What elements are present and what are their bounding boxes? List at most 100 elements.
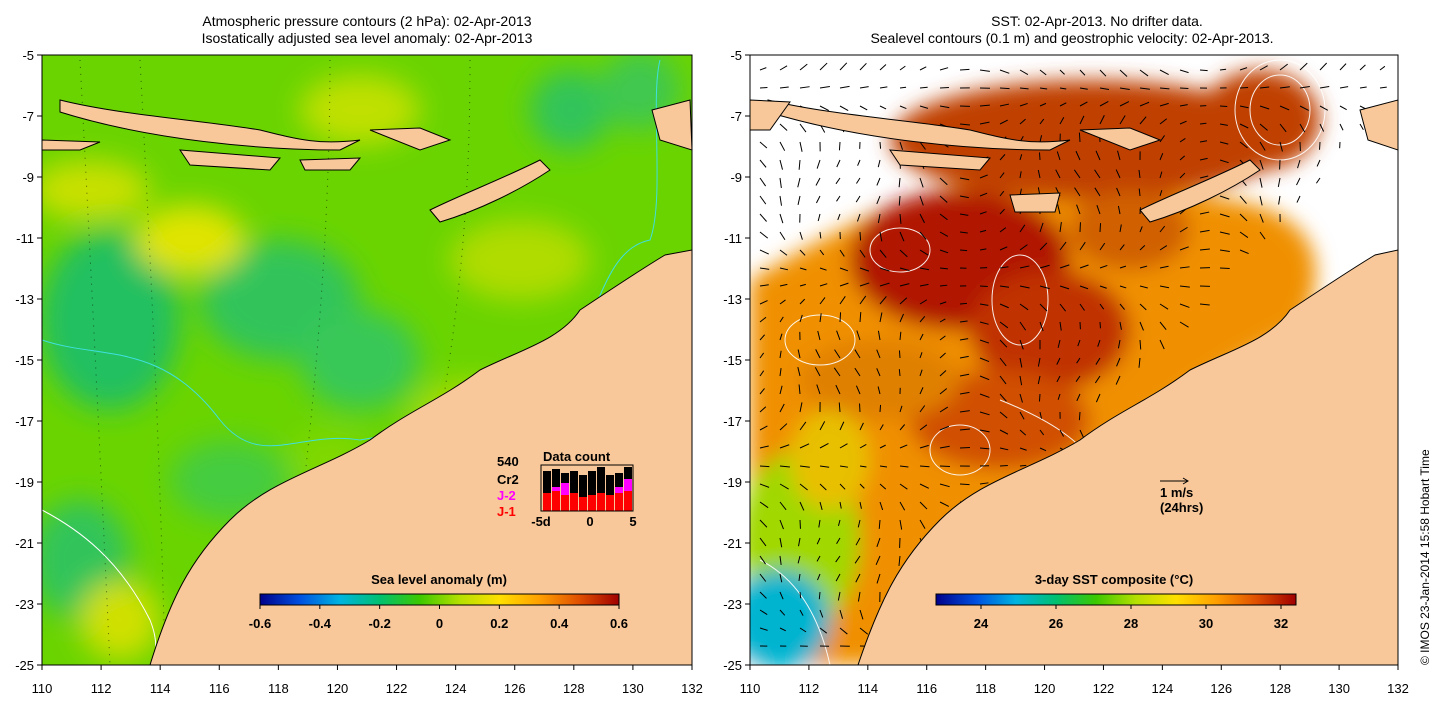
velocity-vector — [1039, 152, 1040, 160]
right-x-tick-label: 118 — [975, 681, 996, 696]
data-count-bar-j1 — [579, 497, 587, 511]
left-x-tick-label: 128 — [563, 681, 585, 696]
right-y-tick-label: -5 — [730, 48, 742, 63]
left-y-tick-label: -9 — [22, 170, 34, 185]
data-count-bar-j1 — [561, 495, 569, 511]
sst-colorbar-label: 3-day SST composite (°C) — [1035, 572, 1193, 587]
left-x-tick-label: 122 — [386, 681, 408, 696]
velocity-vector — [1220, 268, 1230, 269]
data-count-bar-j2 — [624, 479, 632, 491]
data-count-bar-j1 — [615, 493, 623, 511]
left-x-tick-label: 114 — [150, 681, 171, 696]
sst-colorbar-tick-label: 28 — [1124, 616, 1138, 631]
velocity-vector — [860, 232, 861, 240]
right-x-tick-label: 116 — [916, 681, 937, 696]
velocity-vector — [800, 592, 801, 598]
right-y-ticks: -5-7-9-11-13-15-17-19-21-23-25 — [723, 48, 750, 673]
sst-colorbar-tick-label: 30 — [1199, 616, 1213, 631]
sla-colorbar-tick-label: 0.4 — [550, 616, 569, 631]
left-x-tick-label: 120 — [327, 681, 349, 696]
velocity-vector — [960, 69, 969, 70]
velocity-vector — [960, 303, 967, 304]
vector-scale-duration: (24hrs) — [1160, 500, 1203, 515]
data-count-bar-j1 — [624, 491, 632, 511]
sst-colorbar — [936, 594, 1296, 605]
left-y-tick-label: -5 — [22, 48, 34, 63]
right-x-tick-label: 120 — [1034, 681, 1056, 696]
data-count-bar-j1 — [543, 493, 551, 511]
left-x-tick-label: 130 — [622, 681, 644, 696]
data-count-bar-j1 — [597, 493, 605, 511]
left-y-tick-label: -19 — [15, 475, 34, 490]
data-count-sat1-label: Cr2 — [497, 472, 519, 487]
data-count-title: Data count — [543, 449, 611, 464]
velocity-vector — [1079, 412, 1080, 420]
velocity-vector — [960, 484, 970, 485]
sla-colorbar — [260, 594, 619, 605]
right-x-tick-label: 122 — [1093, 681, 1115, 696]
right-title-line1: SST: 02-Apr-2013. No drifter data. — [991, 13, 1203, 29]
left-y-tick-label: -23 — [15, 597, 34, 612]
sla-colorbar-tick-label: -0.6 — [249, 616, 271, 631]
left-y-tick-label: -7 — [22, 109, 34, 124]
right-y-tick-label: -25 — [723, 658, 742, 673]
velocity-vector — [880, 142, 881, 149]
left-title-line1: Atmospheric pressure contours (2 hPa): 0… — [202, 13, 531, 29]
data-count-sat3-label: J-1 — [497, 504, 516, 519]
velocity-vector — [840, 312, 841, 322]
sla-colorbar-tick-label: 0.6 — [610, 616, 628, 631]
sla-colorbar-label: Sea level anomaly (m) — [371, 572, 507, 587]
sla-colorbar-tick-label: -0.2 — [368, 616, 390, 631]
velocity-vector — [880, 405, 881, 412]
data-count-bar-j1 — [552, 491, 560, 511]
velocity-vector — [1000, 88, 1010, 89]
left-y-tick-label: -13 — [15, 292, 34, 307]
data-count-x-label-2: 5 — [629, 514, 636, 529]
right-x-tick-label: 112 — [799, 681, 820, 696]
data-count-total: 540 — [497, 454, 519, 469]
left-x-tick-label: 118 — [268, 681, 289, 696]
velocity-vector — [899, 350, 900, 358]
left-y-tick-label: -25 — [15, 658, 34, 673]
right-x-tick-label: 128 — [1269, 681, 1291, 696]
left-x-tick-label: 110 — [32, 681, 53, 696]
left-y-tick-label: -15 — [15, 353, 34, 368]
sst-colorbar-tick-label: 32 — [1274, 616, 1288, 631]
right-title-line2: Sealevel contours (0.1 m) and geostrophi… — [870, 30, 1273, 46]
right-y-tick-label: -21 — [723, 536, 742, 551]
sst-colorbar-tick-label: 24 — [974, 616, 989, 631]
left-y-tick-label: -17 — [15, 414, 34, 429]
velocity-vector — [899, 369, 900, 376]
right-x-tick-label: 132 — [1387, 681, 1409, 696]
data-count-bar-j1 — [606, 495, 614, 511]
data-count-bar-j1 — [570, 493, 578, 511]
right-x-tick-label: 126 — [1210, 681, 1232, 696]
right-y-tick-label: -17 — [723, 414, 742, 429]
sst-colorbar-tick-label: 26 — [1049, 616, 1063, 631]
left-y-tick-label: -11 — [16, 231, 34, 246]
left-x-tick-label: 112 — [91, 681, 112, 696]
sla-colorbar-tick-label: 0.2 — [490, 616, 508, 631]
velocity-vector — [1039, 394, 1040, 402]
data-count-bar-j2 — [615, 487, 623, 493]
velocity-vector — [760, 466, 769, 467]
right-y-tick-label: -9 — [730, 170, 742, 185]
right-y-tick-label: -13 — [723, 292, 742, 307]
left-title-line2: Isostatically adjusted sea level anomaly… — [202, 30, 533, 46]
left-map-area — [30, 50, 692, 665]
data-count-x-label-1: 0 — [586, 514, 593, 529]
right-y-tick-label: -7 — [730, 109, 742, 124]
data-count-x-label-0: -5d — [531, 514, 551, 529]
velocity-vector — [1020, 465, 1026, 466]
data-count-bar-j2 — [561, 483, 569, 495]
right-y-tick-label: -19 — [723, 475, 742, 490]
sumba-island-right — [1010, 193, 1060, 212]
right-x-tick-label: 114 — [857, 681, 878, 696]
left-y-tick-label: -21 — [15, 536, 34, 551]
left-y-ticks: -5 -7 -9 -11 -13 -15 -17 -19 -21 -23 -25 — [15, 48, 42, 673]
velocity-vector — [760, 87, 767, 88]
velocity-vector — [1220, 106, 1227, 107]
right-y-tick-label: -23 — [723, 597, 742, 612]
